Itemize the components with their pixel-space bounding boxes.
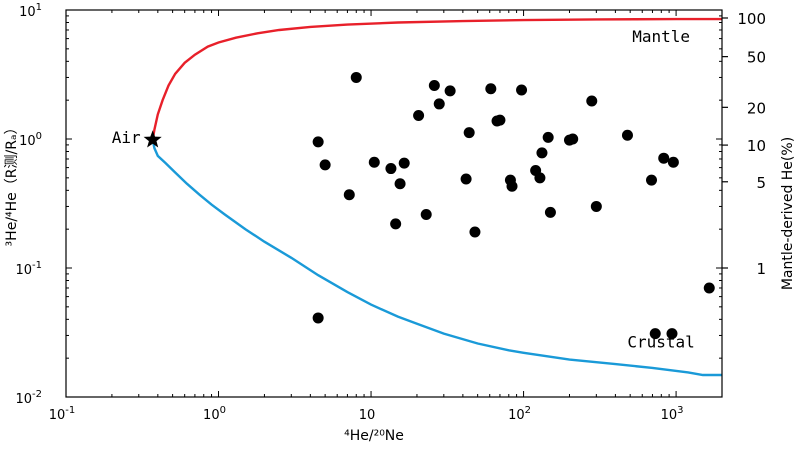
y2-tick-label: 100 — [737, 10, 766, 28]
mantle-label: Mantle — [632, 27, 690, 46]
sample-point — [343, 189, 355, 201]
air-star — [143, 130, 162, 148]
y-tick-label: 100 — [19, 131, 42, 149]
sample-point — [544, 206, 556, 218]
x-tick-label: 103 — [661, 405, 684, 423]
crustal-label: Crustal — [627, 332, 694, 351]
sample-point — [658, 152, 670, 164]
sample-point — [534, 172, 546, 184]
sample-point — [506, 180, 518, 192]
plot-frame — [65, 9, 723, 398]
x-tick-label: 100 — [203, 405, 226, 423]
sample-point — [460, 173, 472, 185]
sample-point — [319, 159, 331, 171]
sample-point — [536, 147, 548, 159]
sample-point — [390, 218, 402, 230]
sample-point — [666, 328, 678, 340]
sample-point — [312, 312, 324, 324]
sample-point — [420, 208, 432, 220]
sample-point — [428, 79, 440, 91]
x-tick-label: 10 — [359, 408, 376, 423]
y-tick-label: 101 — [19, 2, 42, 20]
sample-point — [463, 127, 475, 139]
sample-point — [703, 282, 715, 294]
sample-point — [413, 110, 425, 122]
y-tick-label: 10-1 — [15, 260, 42, 278]
sample-point — [394, 178, 406, 190]
sample-point — [469, 226, 481, 238]
sample-point — [350, 71, 362, 83]
sample-point — [312, 136, 324, 148]
y2-axis-title: Mantle-derived He(%) — [780, 137, 796, 290]
y2-tick-label: 10 — [747, 137, 766, 155]
sample-point — [590, 200, 602, 212]
sample-point — [516, 84, 528, 96]
x-tick-label: 10-1 — [49, 405, 76, 423]
sample-point — [649, 328, 661, 340]
sample-point — [433, 98, 445, 110]
air-label: Air — [112, 128, 141, 147]
y2-tick-label: 5 — [756, 174, 766, 192]
sample-point — [586, 95, 598, 107]
sample-point — [646, 174, 658, 186]
y2-tick-label: 1 — [756, 260, 766, 278]
y2-tick-label: 20 — [747, 99, 766, 117]
crustal-curve — [151, 139, 722, 377]
sample-point — [444, 85, 456, 97]
sample-point — [567, 133, 579, 145]
y2-tick-label: 50 — [747, 49, 766, 67]
sample-point — [494, 114, 506, 126]
sample-point — [542, 131, 554, 143]
x-tick-label: 102 — [508, 405, 531, 423]
sample-point — [368, 156, 380, 168]
y-axis-title: ³He/⁴He（R测/Rₐ） — [4, 121, 20, 247]
sample-point — [621, 129, 633, 141]
x-axis-title: ⁴He/²⁰Ne — [344, 428, 404, 444]
sample-point — [667, 156, 679, 168]
y-tick-label: 10-2 — [15, 389, 42, 407]
mantle-curve — [151, 17, 722, 140]
sample-point — [485, 83, 497, 95]
sample-point — [385, 163, 397, 175]
sample-point — [398, 157, 410, 169]
